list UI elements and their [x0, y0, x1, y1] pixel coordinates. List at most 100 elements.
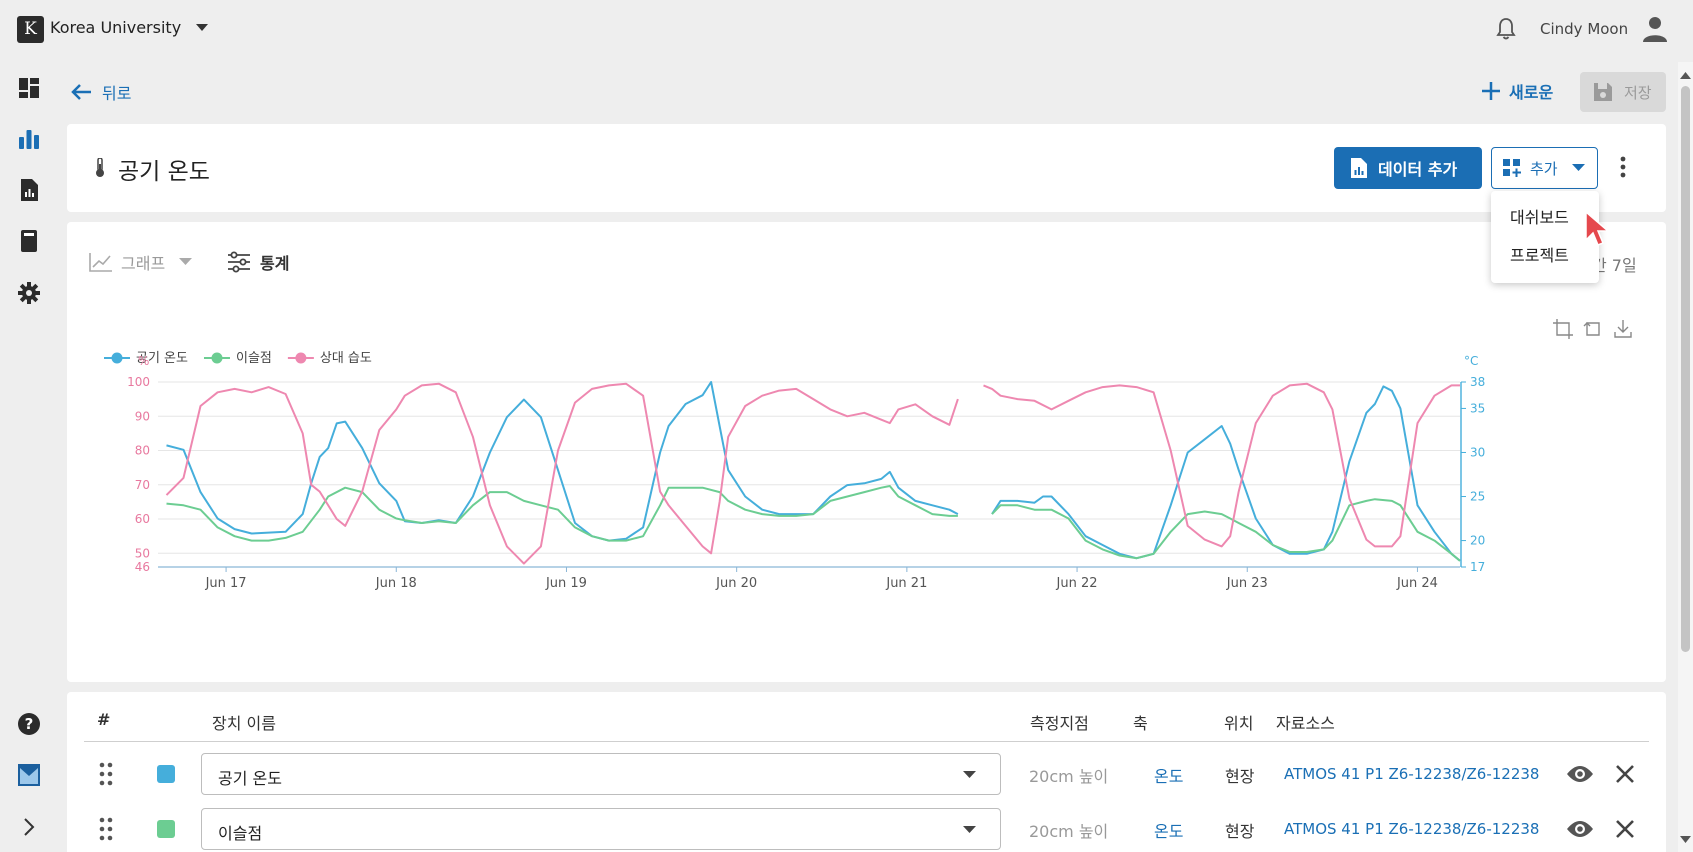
- column-header-num: #: [97, 710, 111, 729]
- series-line: [165, 382, 959, 565]
- caret-down-icon: [179, 258, 193, 266]
- right-tick-label: 20: [1470, 534, 1485, 548]
- series-line: [166, 485, 958, 542]
- left-axis-unit: %: [138, 354, 149, 368]
- right-tick-label: 17: [1470, 560, 1485, 574]
- caret-down-icon: [963, 826, 976, 834]
- location-cell: 현장: [1225, 822, 1255, 841]
- thermometer-icon: [95, 158, 105, 178]
- series-line: [991, 385, 1461, 562]
- scroll-up-icon[interactable]: [1680, 72, 1691, 79]
- stats-label: 통계: [260, 254, 290, 273]
- user-name[interactable]: Cindy Moon: [1540, 20, 1629, 38]
- menu-item-project[interactable]: 프로젝트: [1510, 246, 1569, 265]
- x-tick-label: Jun 20: [715, 576, 757, 591]
- measure-point-cell: 20cm 높이: [1029, 767, 1109, 786]
- scrollbar-thumb[interactable]: [1681, 86, 1690, 652]
- legend-item-label: 상대 습도: [320, 351, 372, 366]
- legend-marker-dot: [111, 352, 123, 364]
- device-select-value: 공기 온도: [218, 769, 282, 788]
- page-title: 공기 온도: [118, 159, 210, 185]
- new-button[interactable]: 새로운: [1481, 79, 1553, 103]
- legend-item-label: 공기 온도: [136, 351, 188, 366]
- add-widget-dropdown[interactable]: 추가: [1491, 147, 1598, 189]
- download-icon[interactable]: [1613, 319, 1633, 339]
- legend-marker-dot: [211, 352, 223, 364]
- brand-book-icon[interactable]: [17, 763, 41, 787]
- add-widget-icon: [1502, 158, 1522, 178]
- add-data-button[interactable]: 데이터 추가: [1334, 147, 1482, 189]
- left-tick-label: 50: [135, 546, 150, 560]
- dashboard-icon[interactable]: [17, 76, 41, 100]
- menu-item-dashboard[interactable]: 대쉬보드: [1510, 208, 1569, 227]
- sliders-icon: [227, 251, 251, 273]
- source-link[interactable]: ATMOS 41 P1 Z6-12238/Z6-12238: [1284, 765, 1540, 783]
- drag-handle-icon[interactable]: [99, 817, 113, 841]
- drag-handle-icon[interactable]: [99, 762, 113, 786]
- scroll-down-icon[interactable]: [1680, 836, 1691, 843]
- x-tick-label: Jun 19: [545, 576, 587, 591]
- series-line: [983, 382, 1460, 548]
- more-vertical-icon[interactable]: [1620, 156, 1626, 178]
- close-icon[interactable]: [1616, 765, 1634, 783]
- save-button[interactable]: 저장: [1580, 72, 1666, 112]
- bell-icon[interactable]: [1496, 17, 1516, 41]
- chevron-right-icon[interactable]: [17, 815, 41, 839]
- left-tick-label: 60: [135, 512, 150, 526]
- eye-icon[interactable]: [1566, 764, 1594, 784]
- new-label: 새로운: [1509, 83, 1554, 102]
- caret-down-icon: [1571, 164, 1585, 172]
- help-icon[interactable]: ?: [17, 712, 41, 736]
- chart-legend: 공기 온도 이슬점 상대 습도: [104, 351, 372, 366]
- header-divider: [84, 741, 1649, 742]
- right-tick-label: 25: [1470, 490, 1485, 504]
- add-dropdown-menu: 대쉬보드 프로젝트: [1491, 191, 1599, 283]
- close-icon[interactable]: [1616, 820, 1634, 838]
- bar-chart-icon[interactable]: [17, 127, 41, 151]
- series-color-swatch[interactable]: [157, 820, 175, 838]
- caret-down-icon[interactable]: [196, 24, 208, 32]
- eye-icon[interactable]: [1566, 819, 1594, 839]
- zoom-reset-icon[interactable]: [1583, 319, 1603, 339]
- graph-label: 그래프: [121, 254, 166, 273]
- report-icon[interactable]: [17, 178, 41, 202]
- x-tick-label: Jun 18: [375, 576, 417, 591]
- right-axis-unit: °C: [1464, 354, 1478, 368]
- column-header-device: 장치 이름: [212, 714, 276, 733]
- left-tick-label: 70: [135, 478, 150, 492]
- graph-type-select[interactable]: 그래프: [89, 250, 193, 274]
- notebook-icon[interactable]: [17, 229, 41, 253]
- zoom-select-icon[interactable]: [1553, 319, 1573, 339]
- user-avatar-icon[interactable]: [1643, 16, 1667, 42]
- back-link[interactable]: 뒤로: [70, 80, 131, 104]
- org-name[interactable]: Korea University: [50, 18, 182, 37]
- org-logo: K: [17, 16, 44, 43]
- axis-link[interactable]: 온도: [1154, 822, 1184, 841]
- source-link[interactable]: ATMOS 41 P1 Z6-12238/Z6-12238: [1284, 820, 1540, 838]
- period-select[interactable]: 간 7일: [1592, 256, 1637, 275]
- line-chart-icon: [89, 252, 113, 272]
- gear-icon[interactable]: [17, 281, 41, 305]
- back-label: 뒤로: [102, 84, 132, 103]
- add-data-label: 데이터 추가: [1378, 160, 1458, 179]
- legend-item-label: 이슬점: [236, 351, 272, 366]
- left-tick-label: 100: [127, 375, 150, 389]
- series-line: [166, 381, 959, 542]
- caret-down-icon: [963, 771, 976, 779]
- mouse-cursor-icon: [1584, 210, 1610, 248]
- device-select-value: 이슬점: [218, 824, 263, 843]
- column-header-axis: 축: [1133, 714, 1148, 733]
- right-tick-label: 35: [1470, 401, 1485, 415]
- report-icon: [1350, 157, 1368, 179]
- save-label: 저장: [1624, 83, 1652, 102]
- column-header-location: 위치: [1224, 714, 1254, 733]
- series-color-swatch[interactable]: [157, 765, 175, 783]
- x-tick-label: Jun 21: [885, 576, 927, 591]
- statistics-button[interactable]: 통계: [227, 250, 289, 274]
- plus-icon: [1481, 81, 1501, 101]
- axis-link[interactable]: 온도: [1154, 767, 1184, 786]
- device-select[interactable]: 이슬점: [201, 808, 1001, 850]
- device-select[interactable]: 공기 온도: [201, 753, 1001, 795]
- right-tick-label: 30: [1470, 445, 1485, 459]
